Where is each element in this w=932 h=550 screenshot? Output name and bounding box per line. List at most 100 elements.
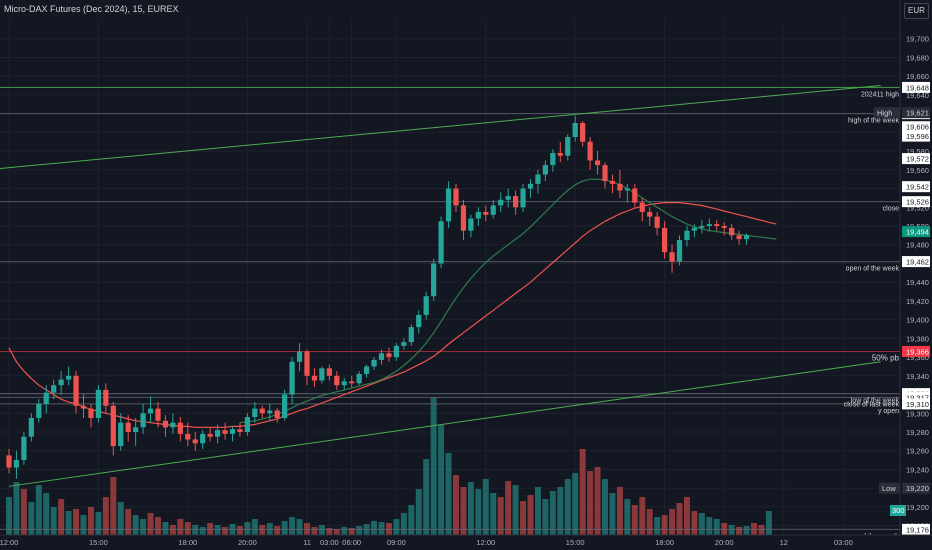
- trendline: [8, 361, 881, 487]
- candle: [624, 183, 630, 203]
- candle-body: [505, 196, 511, 200]
- price-badge-label: 19,366: [906, 347, 929, 356]
- volume-bar: [28, 502, 35, 537]
- candle: [408, 324, 414, 346]
- volume-bar: [520, 501, 527, 537]
- candle-body: [311, 375, 318, 381]
- candle-body: [282, 394, 288, 418]
- volume-badge-label: 300: [892, 506, 905, 515]
- candle-body: [475, 211, 481, 219]
- x-tick-label: 06:00: [342, 538, 361, 547]
- candle: [684, 226, 690, 247]
- candle-body: [699, 226, 705, 228]
- candle-body: [676, 240, 683, 262]
- candle: [155, 402, 161, 428]
- volume-bar: [639, 497, 646, 537]
- y-tick-label: 19,640: [906, 91, 929, 100]
- volume-bar: [80, 515, 87, 537]
- volume-bar: [304, 523, 310, 537]
- candle-body: [296, 351, 303, 362]
- candle-body: [483, 211, 489, 215]
- volume-bar: [58, 499, 65, 537]
- volume-bar: [289, 517, 296, 537]
- candle: [244, 413, 251, 436]
- y-tick-label: 19,380: [906, 334, 929, 343]
- price-badge: [902, 130, 930, 142]
- y-tick-label: 19,280: [906, 428, 929, 437]
- candle: [371, 357, 377, 371]
- candle: [252, 402, 258, 423]
- candle: [356, 371, 362, 386]
- price-badge-label: 19,542: [906, 183, 929, 192]
- volume-bar: [356, 526, 363, 537]
- candle: [691, 224, 698, 238]
- candle: [259, 405, 265, 418]
- y-tick-label: 19,200: [906, 503, 929, 512]
- volume-bar: [453, 475, 459, 537]
- candle: [483, 205, 489, 222]
- price-badge: [902, 398, 930, 410]
- volume-bar: [490, 493, 497, 537]
- y-tick-label: 19,400: [906, 316, 929, 325]
- volume-bar: [542, 499, 549, 537]
- currency-button[interactable]: EUR: [904, 3, 929, 19]
- candle: [51, 379, 57, 400]
- volume-bar: [661, 515, 668, 537]
- volume-bar: [318, 525, 325, 537]
- volume-bar: [572, 473, 579, 537]
- candle: [334, 371, 340, 390]
- volume-bar: [50, 507, 57, 537]
- candle-body: [378, 353, 385, 360]
- volume-bar: [475, 489, 482, 537]
- volume-bar: [736, 527, 743, 537]
- candle-body: [639, 202, 645, 212]
- candle-body: [289, 361, 295, 395]
- candle-body: [222, 430, 228, 434]
- volume-bar: [654, 517, 661, 537]
- candle: [162, 415, 169, 437]
- candle: [73, 371, 79, 414]
- volume-bar: [445, 453, 452, 537]
- candle: [177, 417, 183, 442]
- price-badge: [902, 523, 930, 535]
- candle-body: [498, 199, 504, 206]
- candle-body: [550, 152, 556, 166]
- volume-bar: [698, 513, 705, 537]
- candle-body: [73, 375, 79, 406]
- candle: [95, 385, 102, 423]
- volume-bar: [385, 523, 392, 537]
- candle-body: [386, 353, 392, 358]
- price-badge-label: 19,621: [906, 109, 929, 118]
- volume-bar: [706, 517, 713, 537]
- volume-bar: [616, 487, 623, 537]
- candle-body: [371, 359, 377, 367]
- candle-body: [110, 405, 116, 447]
- volume-bar: [43, 493, 50, 537]
- candle-body: [431, 263, 437, 297]
- candle-body: [580, 123, 586, 142]
- volume-bar: [602, 479, 608, 537]
- volume-bar: [177, 519, 184, 537]
- candle-body: [13, 460, 20, 468]
- candle: [505, 188, 511, 208]
- candle: [565, 134, 571, 161]
- candle-body: [714, 224, 720, 226]
- price-badge: [902, 181, 930, 193]
- candle-body: [527, 183, 534, 189]
- volume-bar: [117, 502, 124, 537]
- candle-body: [416, 314, 422, 328]
- candle: [647, 207, 653, 226]
- candle: [311, 368, 318, 388]
- candle-body: [520, 188, 526, 208]
- y-tick-label: 19,480: [906, 241, 929, 250]
- volume-bar: [363, 524, 370, 537]
- x-tick-label: 11: [303, 538, 311, 547]
- volume-bar: [199, 527, 206, 537]
- candle: [431, 258, 437, 301]
- volume-bar: [192, 525, 199, 537]
- volume-bar: [751, 523, 757, 537]
- candle-body: [423, 296, 429, 315]
- volume-bar: [169, 525, 176, 537]
- volume-bar: [400, 513, 407, 537]
